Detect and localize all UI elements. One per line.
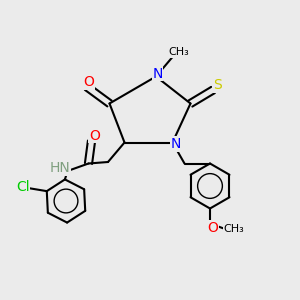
Text: CH₃: CH₃ [224,224,244,235]
Text: N: N [170,137,181,151]
Text: O: O [207,221,218,235]
Text: O: O [83,76,94,89]
Text: S: S [213,79,222,92]
Text: O: O [89,129,100,142]
Text: HN: HN [50,161,70,175]
Text: N: N [152,67,163,80]
Text: CH₃: CH₃ [168,47,189,58]
Text: Cl: Cl [16,180,30,194]
